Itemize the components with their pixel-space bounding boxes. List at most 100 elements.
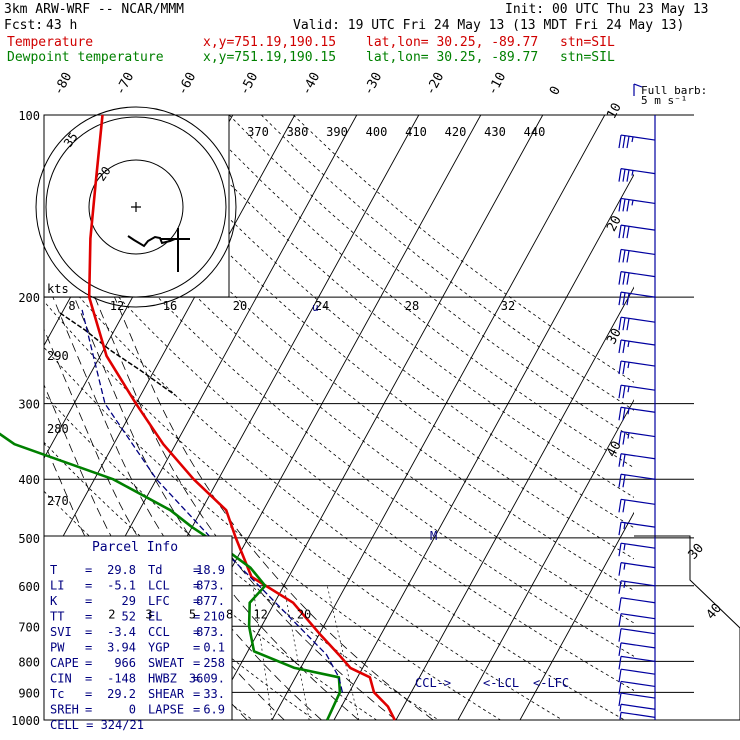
wind-barb-feather: [622, 474, 626, 488]
dry-adiabat-label: 290: [47, 349, 69, 363]
m-marker: M: [430, 529, 437, 543]
parcel-value: 966: [114, 656, 136, 670]
wind-barb: [618, 224, 656, 239]
wind-barb-half: [627, 432, 630, 439]
wind-barb: [618, 628, 656, 642]
wind-barb: [618, 473, 656, 488]
wind-barb-feather: [618, 292, 622, 306]
parcel-key: LFC: [148, 594, 170, 608]
wind-barb-feather: [622, 432, 626, 445]
barb-iso-label: 30: [686, 541, 708, 563]
isobar-label: 1000: [11, 714, 40, 728]
parcel-key: LAPSE: [148, 703, 184, 717]
wind-barb-feather: [626, 250, 630, 263]
wind-barb-feather: [622, 317, 626, 331]
hodo-axis-label: 16: [163, 299, 177, 313]
wind-barb-staff: [620, 642, 656, 649]
wind-barb: [618, 562, 656, 576]
barb-iso-label: 40: [704, 601, 726, 623]
wind-barb-feather: [626, 226, 630, 239]
wind-barb-feather: [626, 293, 630, 306]
parcel-value: 210: [203, 610, 225, 624]
wind-barb-feather: [622, 169, 626, 182]
isobar-label: 100: [18, 109, 40, 123]
wind-barb: [618, 384, 656, 399]
wind-barb-staff: [620, 271, 656, 278]
wind-barb: [618, 406, 656, 421]
hodo-axis-label: 8: [68, 299, 75, 313]
wind-barb-feather: [618, 360, 622, 375]
isotherm-label: 40: [604, 439, 625, 460]
isotherm-line: [333, 173, 634, 720]
dry-adiabat-line: [44, 123, 634, 624]
dry-adiabat-label: 370: [247, 125, 269, 139]
parcel-key: SREH: [50, 703, 79, 717]
parcel-eq: =: [85, 672, 92, 686]
parcel-eq: =: [85, 563, 92, 577]
wind-barb: [618, 430, 656, 445]
parcel-key: CIN: [50, 672, 72, 686]
wind-barb-feather: [618, 522, 622, 536]
parcel-eq: =: [85, 687, 92, 701]
mixing-ratio-label: 8: [226, 607, 233, 621]
parcel-panel-border: [43, 535, 233, 721]
wind-barb-half: [627, 386, 630, 393]
wind-barb: [618, 668, 656, 683]
parcel-value: -3.4: [107, 625, 136, 639]
dry-adiabat-line: [228, 115, 634, 440]
parcel-panel-bg: [44, 536, 232, 720]
wind-barb: [618, 248, 656, 263]
parcel-eq: =: [193, 687, 200, 701]
model-title: 3km ARW-WRF -- NCAR/MMM: [4, 2, 185, 17]
wind-barb-feather: [618, 474, 622, 488]
valid-time: Valid: 19 UTC Fri 24 May 13 (13 MDT Fri …: [293, 18, 685, 33]
wind-barb: [618, 134, 656, 149]
wind-barb: [618, 197, 656, 212]
isotherm-line: [519, 511, 634, 720]
dry-adiabat-line: [293, 115, 634, 383]
init-time: Init: 00 UTC Thu 23 May 13: [505, 2, 709, 17]
wind-barb: [618, 613, 656, 627]
wind-barb-feather: [618, 431, 622, 445]
wind-barb-feather: [622, 198, 626, 212]
wind-barb-feather: [626, 318, 630, 331]
wind-barb-feather: [618, 271, 622, 285]
wind-barb: [618, 339, 656, 354]
wind-barb-half: [627, 341, 630, 348]
hodo-axis-label: 28: [405, 299, 419, 313]
wind-barb: [618, 680, 656, 695]
isotherm-label: -60: [175, 70, 199, 98]
isotherm-line: [457, 399, 634, 720]
parcel-value: 33.: [203, 687, 225, 701]
dry-adiabat-label: 430: [484, 125, 506, 139]
wind-barb: [619, 703, 656, 712]
parcel-value: -148: [107, 672, 136, 686]
moist-adiabat-line: [44, 328, 285, 720]
wind-barb-feather: [622, 272, 626, 285]
isotherm-label: 10: [604, 101, 625, 122]
wind-barb-feather: [618, 693, 622, 707]
parcel-value: 0.1: [203, 641, 225, 655]
wind-barb-feather: [622, 292, 626, 306]
wind-barb: [618, 360, 656, 375]
barb-scale-units: 5 m s⁻¹: [641, 94, 687, 107]
wind-barb-staff: [620, 406, 656, 413]
wind-barb-feather: [618, 453, 622, 467]
isobar-label: 200: [18, 291, 40, 305]
parcel-key: CAPE: [50, 656, 79, 670]
wind-barb: [618, 498, 656, 513]
mixing-ratio-label: 20: [297, 607, 311, 621]
dewpoint-xy: x,y=751.19,190.15: [203, 50, 337, 65]
wind-barb-staff: [620, 680, 656, 688]
wind-barb-half: [623, 563, 626, 570]
isotherm-label: -10: [485, 70, 509, 98]
wind-barb-feather: [618, 339, 622, 354]
parcel-key: LCL: [148, 579, 170, 593]
wind-barb-staff: [620, 384, 656, 391]
dry-adiabat-label: 410: [405, 125, 427, 139]
wind-barb-feather: [618, 249, 622, 263]
parcel-eq: =: [85, 594, 92, 608]
barb-box-outline: [634, 535, 740, 721]
dry-adiabat-line: [44, 346, 501, 720]
